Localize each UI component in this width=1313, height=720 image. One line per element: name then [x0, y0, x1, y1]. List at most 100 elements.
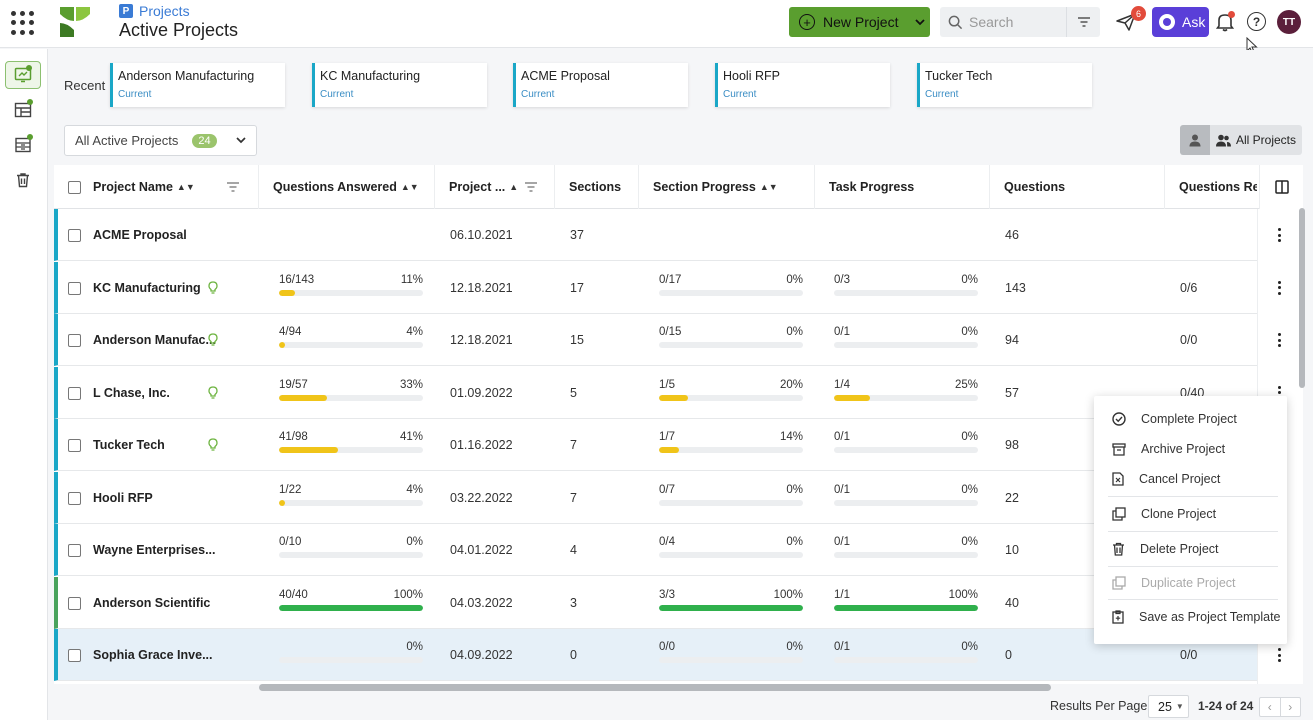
progress-count: 0/1 [834, 536, 850, 548]
recent-card[interactable]: KC Manufacturing Current [312, 63, 487, 107]
row-more-icon[interactable] [1278, 333, 1282, 347]
col-sections[interactable]: Sections [555, 165, 639, 209]
project-date-cell: 12.18.2021 [450, 333, 513, 347]
progress-bar [659, 552, 803, 558]
results-per-page-select[interactable]: 25 ▼ [1148, 695, 1189, 718]
new-project-button[interactable]: + New Project [789, 7, 930, 37]
vertical-scrollbar[interactable] [1299, 208, 1305, 388]
nav-archive[interactable] [5, 131, 41, 159]
col-section-progress[interactable]: Section Progress ▲▼ [639, 165, 815, 209]
nav-active-projects[interactable] [5, 61, 41, 89]
menu-cancel-project[interactable]: Cancel Project [1094, 464, 1287, 494]
row-more-icon[interactable] [1278, 648, 1282, 662]
column-filter-icon[interactable] [226, 181, 240, 193]
row-checkbox[interactable] [68, 649, 81, 662]
lightbulb-icon[interactable] [208, 280, 218, 294]
row-checkbox[interactable] [68, 491, 81, 505]
my-projects-toggle[interactable] [1180, 125, 1210, 155]
select-all-checkbox[interactable] [68, 180, 81, 194]
sort-icon[interactable]: ▲▼ [759, 182, 778, 192]
progress-bar-fill [279, 394, 327, 401]
help-icon[interactable]: ? [1247, 12, 1266, 31]
progress-cell: 0/10 0% [279, 536, 423, 566]
app-launcher-icon[interactable] [11, 11, 35, 35]
row-checkbox[interactable] [68, 544, 81, 557]
menu-divider [1108, 531, 1278, 532]
table-row[interactable]: Anderson Manufac... 12.18.2021 15 94 0/0 4/94… [54, 314, 1257, 366]
table-row[interactable]: Sophia Grace Inve... 04.09.2022 0 0 0/0 0% 0/0… [54, 629, 1257, 681]
table-row[interactable]: Wayne Enterprises... 04.01.2022 4 10 0/10 0% 0… [54, 524, 1257, 576]
menu-complete-project[interactable]: Complete Project [1094, 404, 1287, 434]
all-projects-toggle[interactable]: All Projects [1210, 125, 1302, 155]
horizontal-scrollbar[interactable] [259, 684, 1051, 691]
row-checkbox[interactable] [68, 281, 81, 295]
nav-trash[interactable] [5, 166, 41, 194]
sort-asc-icon[interactable]: ▲ [509, 182, 519, 192]
col-questions-answered[interactable]: Questions Answered ▲▼ [259, 165, 435, 209]
menu-archive-project[interactable]: Archive Project [1094, 434, 1287, 464]
company-logo[interactable] [58, 5, 92, 39]
questions-cell: 57 [1005, 385, 1019, 400]
row-checkbox[interactable] [68, 596, 81, 610]
sections-cell: 17 [570, 280, 584, 295]
menu-delete-project[interactable]: Delete Project [1094, 534, 1287, 564]
cancel-file-icon [1112, 472, 1124, 486]
search-input[interactable] [969, 14, 1059, 30]
column-filter-icon[interactable] [524, 181, 538, 193]
breadcrumb[interactable]: P Projects [119, 3, 190, 19]
progress-bar [279, 394, 423, 401]
row-checkbox[interactable] [68, 334, 81, 347]
user-avatar[interactable]: TT [1277, 10, 1301, 34]
col-task-progress[interactable]: Task Progress [815, 165, 990, 209]
next-page-icon[interactable]: › [1288, 700, 1293, 714]
progress-percent: 25% [954, 378, 978, 391]
progress-percent: 100% [948, 588, 978, 601]
search-filter-button[interactable] [1066, 7, 1100, 37]
column-settings-button[interactable] [1259, 165, 1303, 209]
breadcrumb-projects[interactable]: Projects [139, 3, 190, 19]
table-row[interactable]: Hooli RFP 03.22.2022 7 22 1/22 4% 0/7 0% 0/1 0% [54, 471, 1257, 524]
row-checkbox[interactable] [68, 439, 81, 452]
progress-percent: 0% [961, 326, 978, 338]
table-row[interactable]: Tucker Tech 01.16.2022 7 98 41/98 41% 1/7 14% 0/… [54, 419, 1257, 471]
recent-card[interactable]: Tucker Tech Current [917, 63, 1092, 107]
row-checkbox[interactable] [68, 386, 81, 400]
progress-bar [659, 604, 803, 611]
ask-button[interactable]: Ask [1152, 7, 1209, 37]
menu-save-as-template[interactable]: Save as Project Template [1094, 602, 1287, 632]
recent-card[interactable]: Anderson Manufacturing Current [110, 63, 285, 107]
prev-page-icon[interactable]: ‹ [1260, 698, 1281, 716]
row-checkbox[interactable] [68, 229, 81, 242]
people-icon [1215, 134, 1231, 146]
col-project-date[interactable]: Project ... ▲ [435, 165, 555, 209]
sort-icon[interactable]: ▲▼ [176, 182, 195, 192]
lightbulb-icon[interactable] [208, 438, 218, 451]
recent-card[interactable]: ACME Proposal Current [513, 63, 688, 107]
progress-bar-fill [279, 447, 339, 453]
lightbulb-icon[interactable] [208, 385, 218, 399]
table-row[interactable]: Anderson Scientific 04.03.2022 3 40 40/40 100… [54, 576, 1257, 629]
table-row[interactable]: KC Manufacturing 12.18.2021 17 143 0/6 16/143… [54, 261, 1257, 314]
lightbulb-icon[interactable] [208, 333, 218, 346]
chevron-down-icon[interactable] [914, 16, 926, 28]
progress-cell: 0/1 0% [834, 484, 978, 514]
menu-clone-project[interactable]: Clone Project [1094, 499, 1287, 529]
table-row[interactable]: L Chase, Inc. 01.09.2022 5 57 0/40 19/57 33% 1/… [54, 366, 1257, 419]
progress-percent: 20% [779, 378, 803, 391]
sort-icon[interactable]: ▲▼ [400, 182, 419, 192]
col-questions[interactable]: Questions [990, 165, 1165, 209]
project-name-cell: ACME Proposal [93, 228, 187, 242]
col-project-name[interactable]: Project Name ▲▼ [54, 165, 259, 209]
bell-icon[interactable] [1216, 12, 1234, 32]
col-questions-review[interactable]: Questions Rev [1165, 165, 1257, 209]
table-row[interactable]: ACME Proposal 06.10.2021 37 46 [54, 209, 1257, 261]
nav-templates[interactable] [5, 96, 41, 124]
row-more-icon[interactable] [1278, 228, 1282, 242]
ask-label: Ask [1182, 14, 1206, 30]
recent-card[interactable]: Hooli RFP Current [715, 63, 890, 107]
view-filter-dropdown[interactable]: All Active Projects 24 [64, 125, 257, 156]
nav-archive-dot [27, 134, 33, 140]
progress-bar-fill [659, 604, 803, 611]
progress-cell: 1/5 20% [659, 379, 803, 409]
row-more-icon[interactable] [1278, 280, 1282, 295]
